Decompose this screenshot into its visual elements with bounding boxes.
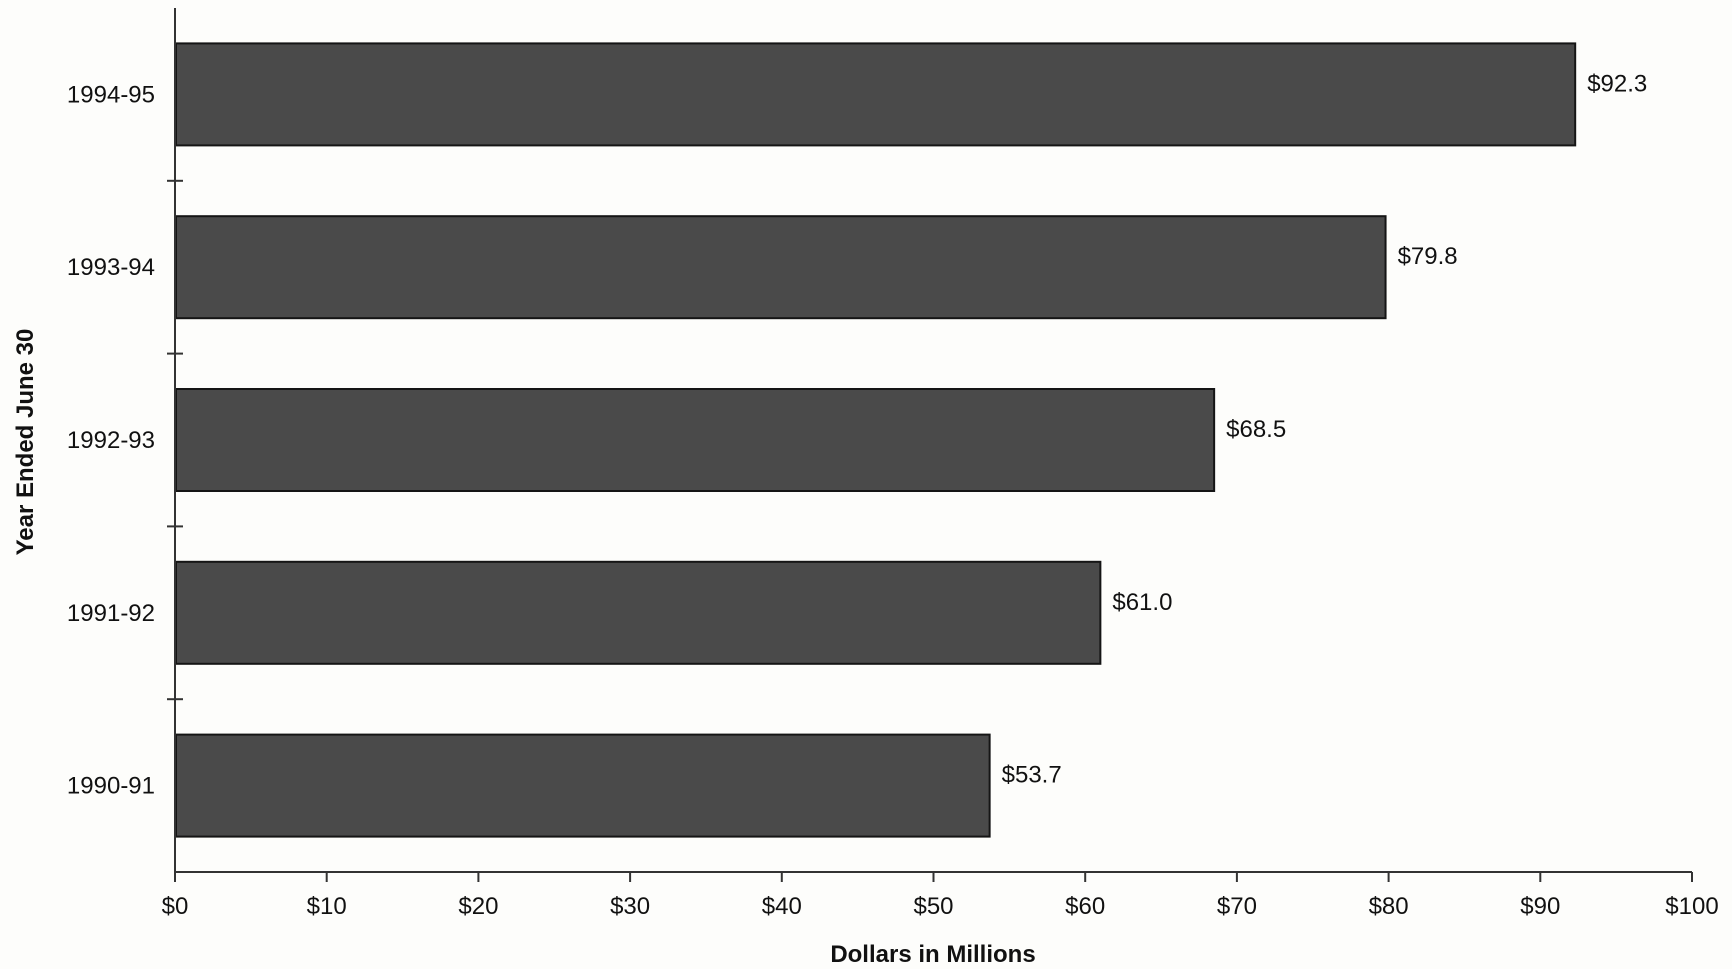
- category-label: 1991-92: [67, 600, 155, 627]
- x-tick-label: $40: [762, 893, 802, 920]
- category-label: 1993-94: [67, 254, 155, 281]
- x-tick-label: $30: [610, 893, 650, 920]
- x-tick-label: $60: [1065, 893, 1105, 920]
- category-label: 1994-95: [67, 81, 155, 108]
- x-tick-label: $90: [1520, 893, 1560, 920]
- bar-1991-92: [175, 560, 1102, 665]
- x-tick-label: $70: [1217, 893, 1257, 920]
- bar-1994-95: [175, 42, 1577, 147]
- bars-layer: [175, 42, 1577, 838]
- y-axis-title: Year Ended June 30: [12, 329, 39, 556]
- data-label: $53.7: [1002, 762, 1062, 789]
- category-label: 1990-91: [67, 773, 155, 800]
- x-tick-label: $20: [458, 893, 498, 920]
- bar-1990-91: [175, 733, 991, 838]
- bar-1992-93: [175, 388, 1216, 492]
- x-tick-label: $80: [1369, 893, 1409, 920]
- x-tick-label: $0: [162, 893, 189, 920]
- labels-layer: 1994-95 $92.3 1993-94 $79.8 1992-93 $68.5 1991…: [67, 70, 1719, 920]
- data-label: $92.3: [1587, 70, 1647, 97]
- ticks-layer: [167, 179, 1693, 882]
- x-tick-label: $10: [307, 893, 347, 920]
- data-label: $79.8: [1398, 243, 1458, 270]
- x-axis-title: Dollars in Millions: [830, 941, 1035, 968]
- data-label: $68.5: [1226, 416, 1286, 443]
- x-tick-label: $50: [913, 893, 953, 920]
- data-label: $61.0: [1112, 589, 1172, 616]
- category-label: 1992-93: [67, 427, 155, 454]
- x-tick-label: $100: [1665, 893, 1718, 920]
- bar-1993-94: [175, 215, 1387, 320]
